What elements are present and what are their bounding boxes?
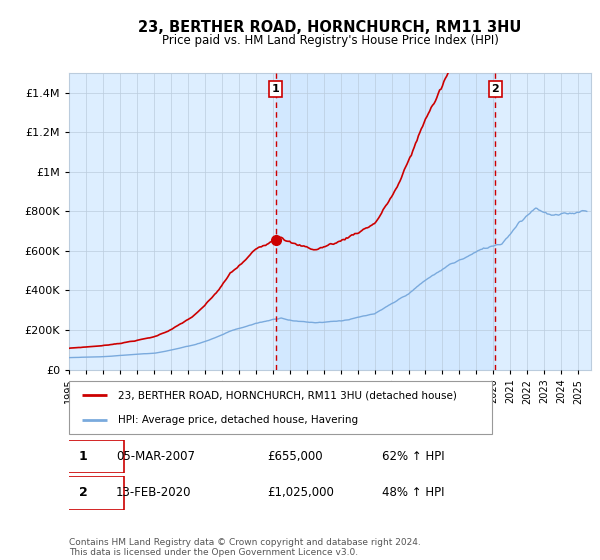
Text: HPI: Average price, detached house, Havering: HPI: Average price, detached house, Have…	[118, 414, 358, 424]
Text: £655,000: £655,000	[268, 450, 323, 463]
Text: 05-MAR-2007: 05-MAR-2007	[116, 450, 195, 463]
Bar	[275, 73, 496, 370]
FancyBboxPatch shape	[43, 440, 124, 473]
Text: 48% ↑ HPI: 48% ↑ HPI	[382, 486, 445, 500]
Text: 2: 2	[491, 84, 499, 94]
Text: £1,025,000: £1,025,000	[268, 486, 334, 500]
Text: 13-FEB-2020: 13-FEB-2020	[116, 486, 191, 500]
FancyBboxPatch shape	[69, 381, 492, 434]
Text: 23, BERTHER ROAD, HORNCHURCH, RM11 3HU (detached house): 23, BERTHER ROAD, HORNCHURCH, RM11 3HU (…	[118, 390, 457, 400]
Text: 62% ↑ HPI: 62% ↑ HPI	[382, 450, 445, 463]
Text: 1: 1	[272, 84, 280, 94]
Text: 23, BERTHER ROAD, HORNCHURCH, RM11 3HU: 23, BERTHER ROAD, HORNCHURCH, RM11 3HU	[139, 20, 521, 35]
Text: Price paid vs. HM Land Registry's House Price Index (HPI): Price paid vs. HM Land Registry's House …	[161, 34, 499, 46]
Text: 2: 2	[79, 486, 88, 500]
Text: 1: 1	[79, 450, 88, 463]
Text: Contains HM Land Registry data © Crown copyright and database right 2024.
This d: Contains HM Land Registry data © Crown c…	[69, 538, 421, 557]
FancyBboxPatch shape	[43, 476, 124, 510]
